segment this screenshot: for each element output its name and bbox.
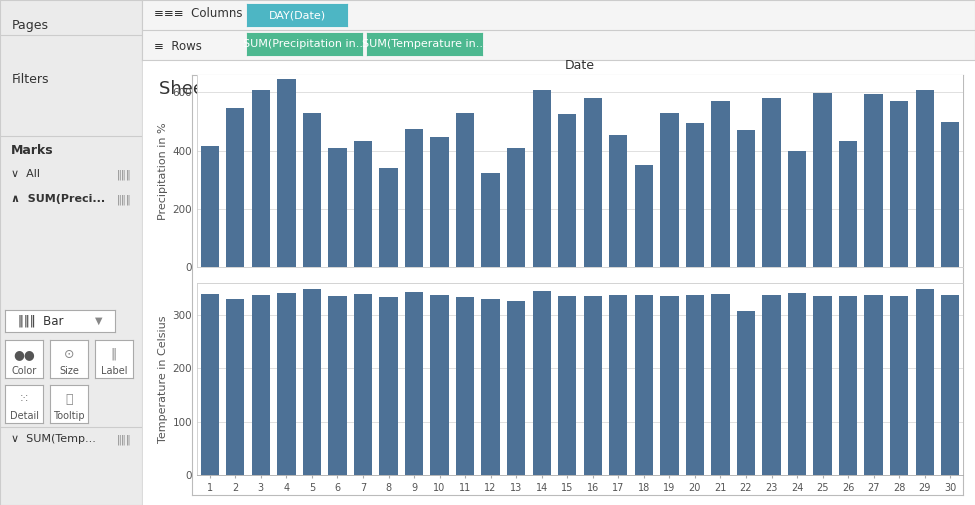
Bar (865, 94, 882, 267)
Text: SUM(Temperature in...: SUM(Temperature in... (362, 39, 487, 49)
Text: Pages: Pages (12, 19, 49, 32)
Bar (558, 295, 576, 475)
Bar (711, 100, 729, 267)
Bar (660, 114, 679, 267)
Text: ⁙: ⁙ (19, 393, 29, 406)
Bar (252, 89, 270, 267)
Y-axis label: Precipitation in %: Precipitation in % (158, 122, 169, 220)
Text: Color: Color (12, 366, 37, 376)
Bar (788, 293, 806, 475)
Bar (685, 123, 704, 267)
Bar (865, 295, 882, 475)
Bar (762, 295, 781, 475)
Text: ‖‖‖: ‖‖‖ (116, 434, 131, 445)
Bar (890, 100, 909, 267)
Text: ●●: ●● (13, 348, 35, 361)
Bar (456, 114, 474, 267)
Bar (584, 295, 602, 475)
Bar (201, 294, 219, 475)
Bar (456, 297, 474, 475)
Bar (302, 113, 321, 267)
Bar (558, 114, 576, 267)
Bar (838, 140, 857, 267)
Bar (379, 168, 398, 267)
Bar (302, 289, 321, 475)
Bar (813, 296, 832, 475)
Bar (277, 293, 295, 475)
Bar (430, 137, 449, 267)
Bar (635, 295, 653, 475)
Bar (788, 151, 806, 267)
Bar (482, 299, 500, 475)
Bar (379, 297, 398, 475)
Bar (201, 146, 219, 267)
Text: ␦: ␦ (65, 393, 73, 406)
Text: Label: Label (100, 366, 128, 376)
Bar (252, 295, 270, 475)
Text: Sheet 1: Sheet 1 (159, 80, 228, 98)
Y-axis label: Temperature in Celsius: Temperature in Celsius (158, 315, 169, 442)
Text: Filters: Filters (12, 73, 49, 86)
Bar (532, 291, 551, 475)
Text: ∨  SUM(Temp...: ∨ SUM(Temp... (12, 434, 97, 444)
Bar (354, 294, 372, 475)
Text: ∨  All: ∨ All (12, 169, 40, 179)
Text: ‖: ‖ (111, 348, 117, 361)
Bar (916, 289, 934, 475)
Text: ≡  Rows: ≡ Rows (154, 40, 203, 54)
Bar (507, 148, 526, 267)
Bar (838, 296, 857, 475)
Bar (277, 79, 295, 267)
Text: SUM(Precipitation in...: SUM(Precipitation in... (243, 39, 367, 49)
Text: ‖‖‖: ‖‖‖ (116, 194, 131, 205)
Text: Size: Size (59, 366, 79, 376)
Bar (405, 292, 423, 475)
Bar (609, 135, 628, 267)
Text: ▼: ▼ (96, 316, 102, 326)
Bar (226, 299, 245, 475)
Text: DAY(Date): DAY(Date) (268, 10, 326, 20)
Bar (226, 108, 245, 267)
Bar (711, 294, 729, 475)
Bar (329, 296, 347, 475)
Bar (941, 122, 959, 267)
Bar (737, 311, 756, 475)
Text: ≡≡≡  Columns: ≡≡≡ Columns (154, 7, 243, 20)
Bar (660, 295, 679, 475)
Bar (532, 90, 551, 267)
Bar (941, 295, 959, 475)
Text: ‖‖‖: ‖‖‖ (116, 169, 131, 180)
Bar (430, 295, 449, 475)
Bar (584, 98, 602, 267)
Bar (762, 98, 781, 267)
Bar (405, 129, 423, 267)
Bar (737, 130, 756, 267)
Text: ⊙: ⊙ (63, 348, 74, 361)
Bar (329, 148, 347, 267)
Bar (916, 90, 934, 267)
Title: Date: Date (565, 60, 595, 72)
Text: ∧  SUM(Preci...: ∧ SUM(Preci... (12, 194, 105, 205)
Bar (354, 140, 372, 267)
Bar (609, 295, 628, 475)
Text: Marks: Marks (12, 144, 54, 157)
Bar (813, 93, 832, 267)
Bar (482, 173, 500, 267)
Bar (890, 296, 909, 475)
Text: Tooltip: Tooltip (54, 411, 85, 421)
Bar (635, 165, 653, 267)
Bar (685, 295, 704, 475)
Bar (507, 301, 526, 475)
Text: ‖‖‖  Bar: ‖‖‖ Bar (19, 315, 63, 328)
Text: Detail: Detail (10, 411, 38, 421)
